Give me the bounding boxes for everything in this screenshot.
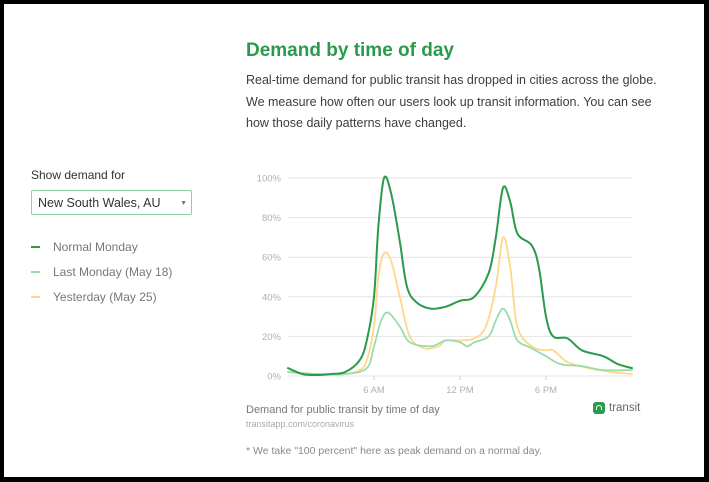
demand-chart: 0% 20% 40% 60% 80% 100% 6 AM 12 PM 6 PM [257, 174, 633, 396]
x-tick-label: 6 PM [535, 385, 557, 396]
legend-item-yesterday[interactable]: Yesterday (May 25) [31, 284, 172, 309]
transit-brand: transit [593, 402, 640, 414]
intro-text: Real-time demand for public transit has … [246, 73, 657, 130]
chart-legend: Normal Monday Last Monday (May 18) Yeste… [31, 234, 172, 309]
series-line-last-monday [287, 307, 633, 376]
legend-label: Last Monday (May 18) [53, 264, 173, 279]
footnote: * We take "100 percent" here as peak dem… [246, 445, 542, 457]
show-demand-label: Show demand for [31, 168, 126, 182]
legend-label: Yesterday (May 25) [53, 289, 157, 304]
y-tick-label: 40% [262, 292, 282, 303]
legend-item-last-monday[interactable]: Last Monday (May 18) [31, 259, 172, 284]
legend-label: Normal Monday [53, 239, 138, 254]
chevron-down-icon: ▼ [180, 200, 187, 207]
y-tick-label: 60% [262, 253, 282, 264]
chart-source[interactable]: transitapp.com/coronavirus [246, 419, 355, 429]
y-tick-label: 80% [262, 213, 282, 224]
legend-item-normal-monday[interactable]: Normal Monday [31, 234, 172, 259]
series-line-normal-monday [287, 175, 633, 377]
region-select[interactable]: New South Wales, AU ▼ [31, 190, 192, 215]
y-tick-label: 20% [262, 332, 282, 343]
brand-name: transit [609, 402, 641, 414]
legend-swatch [31, 295, 40, 298]
legend-swatch [31, 245, 40, 248]
page-title: Demand by time of day [246, 40, 454, 61]
y-tick-label: 0% [267, 372, 281, 383]
x-tick-label: 12 PM [446, 385, 474, 396]
legend-swatch [31, 270, 40, 273]
x-tick-label: 6 AM [363, 385, 385, 396]
page-frame: Demand by time of day Real-time demand f… [4, 4, 704, 477]
chart-caption: Demand for public transit by time of day [246, 404, 440, 416]
transit-logo-icon [593, 402, 605, 414]
region-select-value: New South Wales, AU [38, 196, 161, 210]
y-tick-label: 100% [257, 174, 282, 185]
